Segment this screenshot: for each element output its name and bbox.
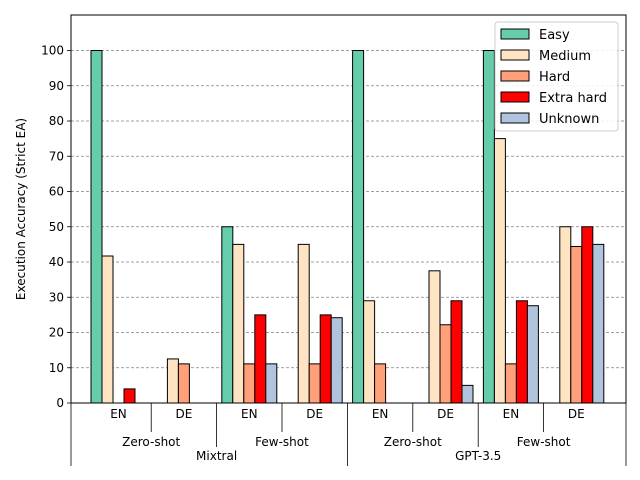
legend-swatch (500, 91, 530, 103)
plot-frame (70, 14, 627, 404)
x-tick-label: EN (503, 407, 520, 421)
bar-medium (166, 358, 179, 404)
y-axis: 0 10 20 30 40 50 60 70 80 90 100 (41, 44, 71, 410)
legend-swatch (500, 70, 530, 82)
legend-label: Unknown (539, 112, 599, 127)
bar-hard (570, 245, 583, 404)
bar-hard (439, 324, 452, 404)
legend-box (494, 21, 619, 132)
bar-extra-hard (515, 300, 528, 404)
x-tick-label: DE (306, 407, 323, 421)
bar-extra-hard (319, 314, 332, 404)
x-tick-label: DE (437, 407, 454, 421)
y-tick-label: 30 (49, 290, 64, 304)
bar-easy (90, 50, 103, 404)
x-tick-label: EN (241, 407, 258, 421)
bar-medium (428, 270, 441, 404)
y-tick-label: 100 (41, 44, 64, 58)
bar-medium (363, 300, 376, 404)
bar-unknown (265, 363, 278, 404)
group-label: Few-shot (255, 435, 309, 449)
bar-medium (101, 255, 114, 404)
y-tick-label: 60 (49, 185, 64, 199)
bar-easy (352, 50, 365, 404)
model-label: GPT-3.5 (455, 449, 501, 463)
bar-medium (493, 138, 506, 404)
bar-extra-hard (254, 314, 267, 404)
bar-unknown (330, 317, 343, 404)
bar-hard (177, 363, 190, 404)
legend-label: Easy (539, 28, 570, 43)
bar-unknown (592, 243, 605, 404)
bar-easy (482, 50, 495, 404)
x-tick-label: DE (568, 407, 585, 421)
y-tick-label: 10 (49, 361, 64, 375)
bar-hard (504, 363, 517, 404)
x-tick-label: EN (110, 407, 127, 421)
y-tick-label: 70 (49, 149, 64, 163)
group-label: Zero-shot (122, 435, 180, 449)
bar-easy (221, 226, 234, 404)
bar-hard (374, 363, 387, 404)
legend-swatch (500, 49, 530, 61)
bar-unknown (526, 305, 539, 404)
model-label: Mixtral (196, 449, 237, 463)
y-tick-label: 40 (49, 255, 64, 269)
y-tick-label: 50 (49, 220, 64, 234)
x-tick-label: DE (175, 407, 192, 421)
y-tick-label: 20 (49, 326, 64, 340)
y-axis-label: Execution Accuracy (Strict EA) (14, 118, 28, 300)
x-tick-label: EN (372, 407, 389, 421)
bar-medium (297, 243, 310, 404)
bar-hard (308, 363, 321, 404)
bar-hard (243, 363, 256, 404)
bar-extra-hard (123, 388, 136, 404)
legend-label: Medium (539, 49, 591, 64)
legend-label: Hard (539, 70, 570, 85)
group-label: Few-shot (517, 435, 571, 449)
legend: Easy Medium Hard Extra hard Unknown (494, 21, 619, 132)
bar-medium (559, 226, 572, 404)
legend-swatch (500, 112, 530, 124)
group-label: Zero-shot (384, 435, 442, 449)
bar-extra-hard (581, 226, 594, 404)
y-tick-label: 90 (49, 79, 64, 93)
y-tick-label: 80 (49, 114, 64, 128)
bar-medium (232, 243, 245, 404)
legend-label: Extra hard (539, 91, 607, 106)
legend-swatch (500, 28, 530, 40)
y-tick-label: 0 (56, 396, 64, 410)
bar-extra-hard (450, 300, 463, 404)
bar-unknown (461, 384, 474, 404)
x-axis: EN DE EN DE EN DE EN DE Zero-shot Few-shot Zero-sh… (70, 403, 627, 466)
